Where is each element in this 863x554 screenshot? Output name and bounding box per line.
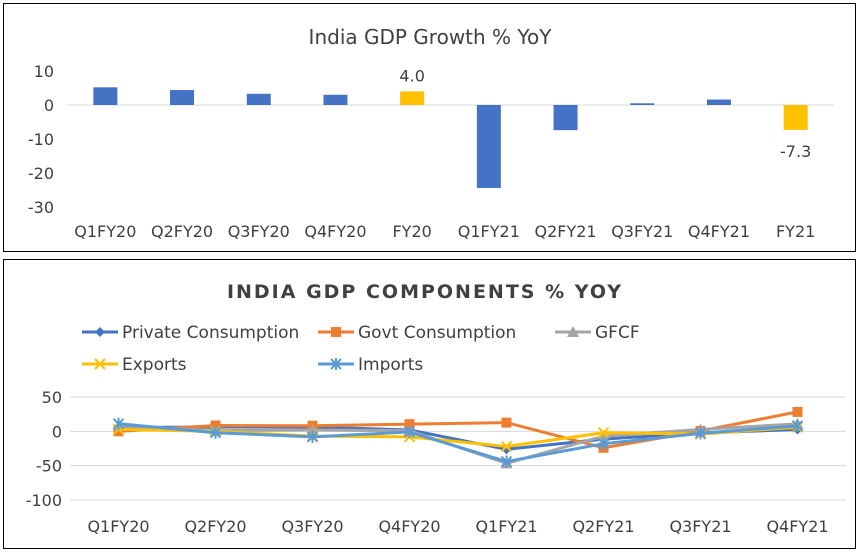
legend-label: Govt Consumption [358,323,516,343]
bar-q4fy21 [706,99,731,105]
chart-title: INDIA GDP COMPONENTS % YOY [227,281,623,303]
legend-label: Exports [122,355,187,375]
point-exports [500,440,513,453]
gdp-growth-bar-chart: India GDP Growth % YoY 10 0 -10 -20 -30 Q1FY… [28,25,834,241]
chart-title: India GDP Growth % YoY [309,25,553,49]
point-gfcf [597,430,610,442]
point-imports [306,430,319,443]
point-imports [791,419,804,432]
bar-q2fy20 [170,90,195,105]
data-label-fy20: 4.0 [399,66,424,85]
point-govt-consumption [792,406,803,417]
y-tick-label: -100 [26,491,62,510]
point-imports [403,426,416,439]
x-tick-label: Q4FY20 [304,222,366,241]
legend-item-exports: Exports [82,355,187,375]
legend-marker [331,327,341,337]
x-tick-label: Q1FY21 [458,222,520,241]
legend-marker [94,358,106,370]
y-tick-label: 0 [44,96,54,115]
data-label-fy21: -7.3 [780,142,811,161]
x-tick-label: Q2FY20 [151,222,213,241]
legend-label: Private Consumption [122,323,299,343]
x-tick-label: FY21 [776,222,815,241]
x-tick-label: Q3FY20 [281,517,343,536]
point-imports [694,427,707,440]
series-line-imports [118,422,798,464]
legend-marker [567,326,579,337]
y-tick-label: 50 [42,388,62,407]
gdp-components-chart-panel: INDIA GDP COMPONENTS % YOY Private Consu… [3,259,856,549]
y-tick-label: -30 [28,198,54,217]
point-exports [597,426,610,439]
bar-fy20 [400,91,425,105]
y-tick-label: 10 [34,62,54,81]
legend-label: Imports [358,355,423,375]
y-tick-label: -20 [28,164,54,183]
x-tick-label: Q4FY21 [766,517,828,536]
point-govt-consumption [501,417,512,428]
legend-item-gfcf: GFCF [555,323,640,343]
bar-fy21 [783,105,808,130]
x-tick-label: Q1FY20 [74,222,136,241]
y-tick-label: 0 [52,422,62,441]
point-imports [500,455,513,468]
bar-q1fy20 [93,87,118,105]
point-imports [209,426,222,439]
x-tick-label: Q1FY21 [475,517,537,536]
legend-marker [95,327,105,337]
point-govt-consumption [404,419,415,430]
x-tick-label: Q4FY21 [688,222,750,241]
y-tick-label: -50 [36,457,62,476]
legend-item-imports: Imports [318,355,423,375]
x-tick-label: Q2FY20 [184,517,246,536]
bar-q3fy21 [630,103,655,105]
y-tick-label: -10 [28,130,54,149]
gdp-growth-chart-panel: India GDP Growth % YoY 10 0 -10 -20 -30 Q1FY… [3,3,856,252]
point-govt-consumption [113,426,124,437]
x-tick-label: Q4FY20 [378,517,440,536]
point-imports [112,417,125,430]
x-tick-label: FY20 [392,222,431,241]
legend-label: GFCF [595,323,640,343]
x-tick-label: Q2FY21 [572,517,634,536]
x-tick-label: Q2FY21 [534,222,596,241]
legend-marker [330,358,342,370]
legend-item-govt-consumption: Govt Consumption [318,323,516,343]
x-tick-label: Q3FY21 [669,517,731,536]
bar-q1fy21 [476,105,501,188]
gdp-components-line-chart: INDIA GDP COMPONENTS % YOY Private Consu… [26,281,846,536]
point-imports [597,437,610,450]
bar-q2fy21 [553,105,578,131]
legend-item-private-consumption: Private Consumption [82,323,299,343]
x-tick-label: Q3FY20 [228,222,290,241]
x-tick-label: Q1FY20 [87,517,149,536]
x-tick-label: Q3FY21 [611,222,673,241]
bar-q3fy20 [246,93,271,105]
series-imports [112,417,804,468]
bar-q4fy20 [323,94,348,105]
